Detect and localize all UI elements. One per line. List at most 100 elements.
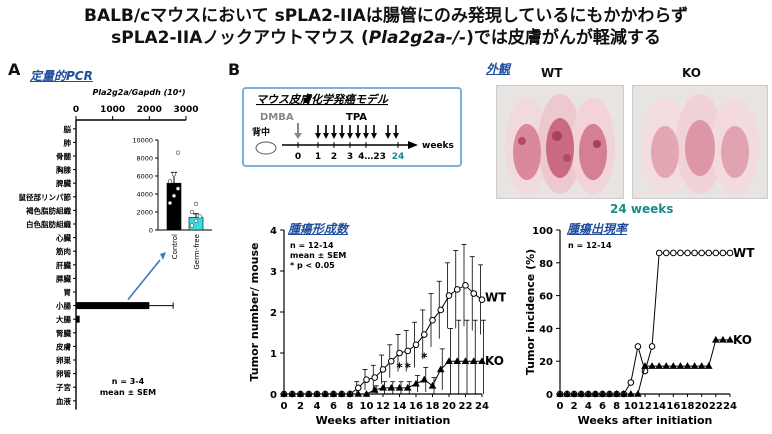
data-point-circle — [655, 249, 663, 257]
y-tick-label: 1 — [270, 349, 277, 360]
panel-a-chart: Pla2g2a/Gapdh (10⁴) 0 1000 2000 3000 脳肺骨髄胸腺脾臓… — [19, 88, 212, 410]
data-point-triangle — [354, 390, 363, 397]
data-point-triangle — [598, 390, 607, 397]
data-point-triangle — [577, 390, 586, 397]
x-tick-label: 12 — [376, 401, 390, 412]
photo-caption: 24 weeks — [610, 202, 674, 216]
x-axis-label: Weeks after initiation — [578, 414, 713, 427]
data-point-triangle — [403, 383, 412, 391]
x-tick-label: 2 — [297, 401, 304, 412]
data-point-circle — [712, 249, 720, 257]
data-point-triangle — [337, 390, 346, 397]
x-tick-label: 10 — [360, 401, 374, 412]
data-point-triangle — [719, 335, 727, 343]
y-tick-label: 20 — [539, 357, 553, 368]
carcinogenesis-model-box — [242, 87, 462, 167]
x-tick-label: 4 — [585, 401, 592, 412]
category-label: 胃 — [64, 288, 72, 297]
x-tick-label: 18 — [426, 401, 440, 412]
inset-y-tick-label: 8000 — [136, 155, 153, 163]
significance-star: * — [405, 360, 412, 374]
series-label: WT — [733, 246, 755, 260]
data-point-triangle — [469, 357, 478, 364]
category-label: 骨髄 — [56, 151, 71, 161]
y-tick-label: 0 — [270, 390, 277, 401]
data-point-circle — [404, 347, 412, 355]
inset-y-tick-label: 2000 — [136, 209, 153, 217]
data-point-triangle — [683, 362, 692, 369]
data-point-circle — [462, 282, 469, 289]
data-point-circle — [627, 379, 635, 386]
x-axis-title: Pla2g2a/Gapdh (10⁴) — [92, 88, 185, 97]
data-point-circle — [677, 249, 684, 257]
data-point-triangle — [296, 390, 305, 397]
bar — [76, 302, 150, 310]
x-tick-label: 16 — [666, 401, 680, 412]
data-point-triangle — [445, 357, 453, 364]
inset-data-point — [193, 201, 199, 207]
data-point-triangle — [453, 357, 462, 364]
inset-category-label: Germ-free — [193, 234, 201, 270]
model-title: マウス皮膚化学発癌モデル — [256, 93, 389, 106]
data-point-triangle — [591, 390, 600, 397]
data-point-triangle — [669, 362, 678, 369]
data-point-circle — [470, 290, 478, 297]
y-tick-label: 2 — [270, 308, 277, 319]
data-point-triangle — [563, 390, 571, 397]
category-label: 筋肉 — [56, 246, 71, 256]
y-tick-label: 80 — [539, 259, 553, 270]
data-point-circle — [662, 249, 670, 257]
inset-data-point — [189, 223, 195, 228]
timeline-tick-label: 0 — [295, 152, 301, 162]
data-point-circle — [684, 249, 691, 257]
series-label: KO — [733, 333, 752, 347]
title-gene: Pla2g2a-/- — [368, 28, 467, 48]
title-suffix: )では皮膚がんが軽減する — [466, 28, 661, 48]
data-point-circle — [453, 286, 461, 293]
inset-data-point — [175, 186, 181, 191]
x-tick-label: 0 — [557, 401, 564, 412]
panel-a-letter: A — [8, 60, 21, 79]
inset-data-point — [197, 214, 203, 219]
data-point-circle — [363, 376, 370, 383]
stats-note-p: * p < 0.05 — [290, 261, 335, 270]
data-point-triangle — [461, 357, 470, 364]
category-label: 子宮 — [56, 382, 71, 392]
data-point-triangle — [697, 362, 706, 369]
category-label: 心臓 — [56, 233, 71, 243]
weeks-label: weeks — [422, 141, 454, 151]
pointer-arrowhead — [160, 252, 166, 260]
y-tick-label: 60 — [539, 292, 553, 303]
tpa-arrowhead — [393, 133, 399, 139]
inset-category-label: Control — [171, 234, 179, 259]
dmba-arrowhead — [294, 133, 302, 139]
tumor-number-title: 腫瘍形成数 — [288, 222, 349, 236]
x-tick-label: 14 — [652, 401, 666, 412]
x-tick-label: 24 — [475, 401, 489, 412]
data-point-triangle — [612, 390, 621, 397]
category-label: 血液 — [56, 396, 71, 406]
data-point-triangle — [379, 383, 387, 391]
data-point-triangle — [704, 362, 713, 369]
panel-b-letter: B — [228, 60, 241, 79]
data-point-triangle — [648, 362, 656, 369]
data-point-circle — [445, 292, 453, 299]
data-point-circle — [412, 341, 420, 349]
series-label: KO — [485, 354, 504, 368]
data-point-triangle — [346, 390, 354, 397]
data-point-triangle — [690, 362, 699, 369]
category-label: 白色脂肪組織 — [26, 219, 71, 229]
x-tick-label: 2000 — [137, 105, 162, 115]
category-label: 脳 — [63, 124, 72, 134]
data-point-triangle — [288, 390, 297, 397]
data-point-triangle — [362, 390, 371, 397]
timeline-tick-label: 24 — [392, 152, 405, 162]
stats-note-stat: mean ± SEM — [290, 251, 346, 260]
y-axis-label: Tumor number/ mouse — [248, 243, 261, 382]
stats-note-stat: mean ± SEM — [100, 388, 156, 397]
photo-label-wt: WT — [541, 66, 563, 80]
stats-note-n: n = 12-14 — [568, 241, 612, 250]
category-label: 腎臓 — [56, 328, 71, 338]
stats-note-n: n = 3-4 — [112, 377, 145, 386]
